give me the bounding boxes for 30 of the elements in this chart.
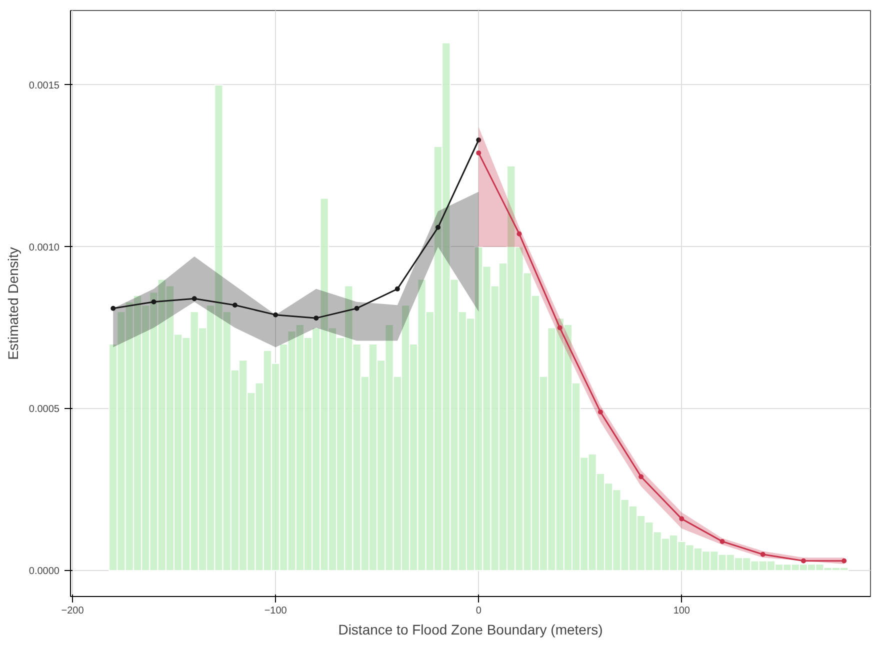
y-axis-title: Estimated Density	[4, 247, 21, 360]
x-axis-title: Distance to Flood Zone Boundary (meters)	[338, 622, 603, 638]
point	[354, 306, 360, 311]
point	[476, 150, 482, 156]
point	[314, 316, 319, 321]
point	[760, 552, 766, 557]
x-tick-label: −200	[61, 606, 84, 616]
point	[638, 474, 644, 480]
point	[192, 296, 197, 302]
point	[273, 312, 278, 318]
x-tick-label: 100	[673, 606, 690, 616]
point	[842, 558, 847, 564]
point	[679, 516, 684, 522]
x-tick-label: 0	[476, 606, 482, 616]
point	[110, 306, 116, 311]
point	[436, 224, 441, 230]
y-tick-label: 0.0000	[28, 566, 60, 578]
point	[232, 302, 238, 308]
y-tick-label: 0.0010	[28, 242, 60, 254]
x-tick-label: −100	[264, 606, 288, 616]
y-tick-label: 0.0005	[28, 404, 60, 416]
point	[476, 138, 482, 142]
point	[394, 286, 400, 292]
point	[598, 409, 603, 414]
point	[720, 538, 725, 544]
point	[557, 325, 562, 330]
point	[516, 231, 522, 236]
point	[151, 299, 156, 304]
y-tick-label: 0.0015	[28, 80, 60, 92]
point	[800, 558, 806, 564]
